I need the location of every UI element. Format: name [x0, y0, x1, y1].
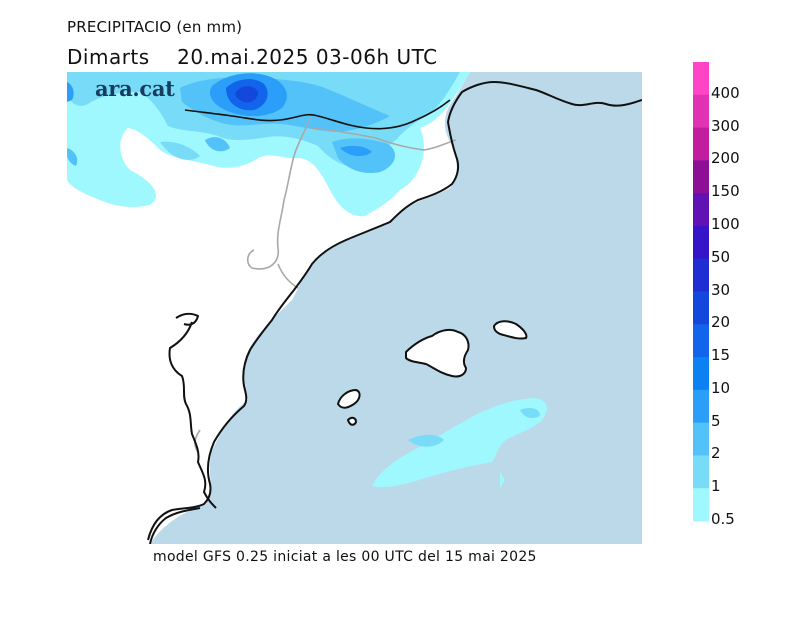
legend-swatch-100 — [693, 193, 709, 227]
legend-label-400: 400 — [711, 83, 740, 102]
legend-label-1: 1 — [711, 477, 721, 496]
legend-swatch-400 — [693, 62, 709, 96]
legend-swatch-20 — [693, 291, 709, 325]
model-info-footer: model GFS 0.25 iniciat a les 00 UTC del … — [153, 549, 537, 565]
island-eivissa — [336, 388, 361, 409]
inland-boundary — [168, 312, 217, 509]
legend-label-0-5: 0.5 — [711, 510, 735, 528]
legend-label-15: 15 — [711, 346, 731, 365]
legend-swatch-150 — [693, 160, 709, 194]
legend-swatch-0-5 — [693, 488, 709, 522]
island-formentera — [346, 416, 358, 426]
coastline — [147, 80, 642, 541]
legend-label-200: 200 — [711, 149, 740, 168]
legend-swatch-5 — [693, 389, 709, 424]
legend-label-20: 20 — [711, 313, 731, 332]
pyrenees-border — [184, 99, 451, 130]
precip-layer-20 — [235, 86, 258, 103]
legend-label-30: 30 — [711, 280, 731, 299]
legend-colorbar — [693, 62, 709, 522]
left-margin-line — [149, 507, 201, 544]
legend-label-150: 150 — [711, 182, 740, 201]
legend-label-10: 10 — [711, 378, 731, 397]
legend-swatch-200 — [693, 127, 709, 161]
legend-label-50: 50 — [711, 247, 731, 266]
legend-swatch-15 — [693, 324, 709, 358]
legend-swatch-1 — [693, 455, 709, 489]
legend-label-2: 2 — [711, 444, 721, 463]
date-subtitle: Dimarts 20.mai.2025 03-06h UTC — [67, 45, 438, 69]
legend-swatch-30 — [693, 258, 709, 292]
legend-label-300: 300 — [711, 116, 740, 135]
ara-cat-logo: ara.cat — [95, 76, 175, 101]
legend-swatch-50 — [693, 225, 709, 260]
chart-title: PRECIPITACIO (en mm) — [67, 18, 243, 36]
legend-label-5: 5 — [711, 411, 721, 430]
island-menorca — [492, 320, 528, 340]
legend-label-100: 100 — [711, 214, 740, 233]
legend-swatch-300 — [693, 94, 709, 129]
legend-swatch-2 — [693, 422, 709, 456]
island-mallorca — [405, 328, 470, 378]
legend-swatch-10 — [693, 357, 709, 391]
